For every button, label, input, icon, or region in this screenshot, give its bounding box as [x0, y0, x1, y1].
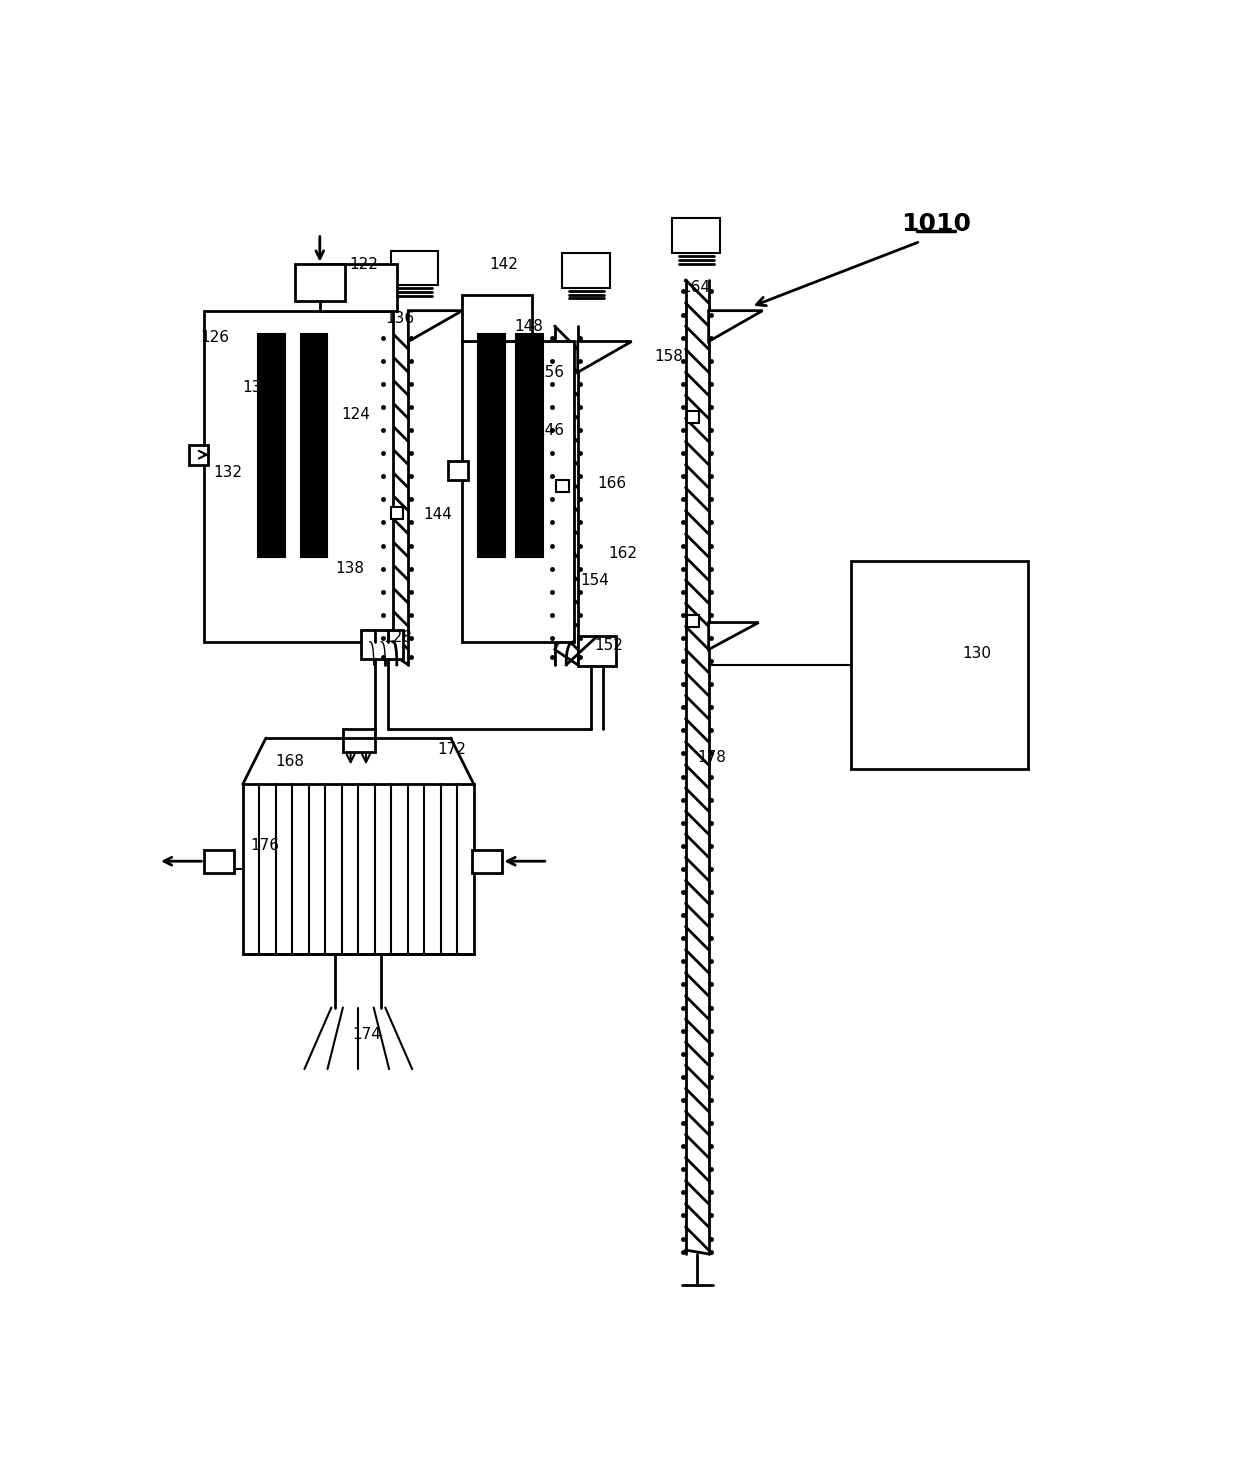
- Bar: [258, 334, 285, 557]
- Text: 122: 122: [350, 257, 378, 273]
- Text: 162: 162: [609, 545, 637, 560]
- Text: 174: 174: [352, 1028, 381, 1042]
- Text: 172: 172: [436, 742, 466, 756]
- Bar: [449, 460, 467, 479]
- Bar: [243, 784, 474, 953]
- Text: 148: 148: [513, 318, 543, 334]
- Bar: [205, 311, 393, 642]
- Bar: [557, 479, 568, 493]
- Bar: [320, 264, 397, 311]
- Bar: [472, 850, 501, 872]
- Text: 136: 136: [386, 311, 414, 325]
- Polygon shape: [408, 311, 463, 342]
- Text: 130: 130: [962, 647, 992, 661]
- Polygon shape: [708, 311, 763, 342]
- Bar: [463, 342, 574, 642]
- Bar: [578, 636, 616, 666]
- Text: 164: 164: [682, 280, 711, 295]
- Text: 154: 154: [580, 573, 609, 588]
- Bar: [295, 264, 345, 302]
- Text: 168: 168: [275, 754, 304, 768]
- Text: 146: 146: [536, 422, 564, 437]
- Bar: [463, 295, 532, 342]
- Text: 132: 132: [213, 465, 243, 479]
- Bar: [477, 334, 505, 557]
- Bar: [687, 410, 699, 424]
- Bar: [300, 334, 327, 557]
- Text: 126: 126: [201, 330, 229, 345]
- Bar: [516, 334, 543, 557]
- Bar: [687, 614, 699, 627]
- Text: 124: 124: [341, 408, 371, 422]
- Text: 142: 142: [490, 257, 518, 273]
- Text: 176: 176: [250, 839, 279, 853]
- Text: 134: 134: [243, 380, 272, 396]
- Text: 158: 158: [655, 349, 683, 365]
- Bar: [563, 254, 610, 287]
- Polygon shape: [708, 623, 759, 649]
- Text: 138: 138: [335, 561, 365, 576]
- Bar: [391, 507, 403, 519]
- Polygon shape: [578, 342, 631, 372]
- Text: 128: 128: [383, 630, 413, 645]
- Text: 1010: 1010: [900, 211, 971, 236]
- Bar: [343, 729, 376, 752]
- Text: 144: 144: [424, 507, 453, 522]
- Text: 178: 178: [697, 749, 725, 765]
- Bar: [205, 850, 233, 872]
- Text: 156: 156: [536, 365, 564, 380]
- Bar: [851, 561, 1028, 768]
- Bar: [188, 446, 208, 465]
- Text: 166: 166: [596, 476, 626, 491]
- Bar: [672, 218, 720, 254]
- Bar: [361, 630, 403, 660]
- Text: 152: 152: [595, 638, 624, 654]
- Bar: [391, 251, 439, 286]
